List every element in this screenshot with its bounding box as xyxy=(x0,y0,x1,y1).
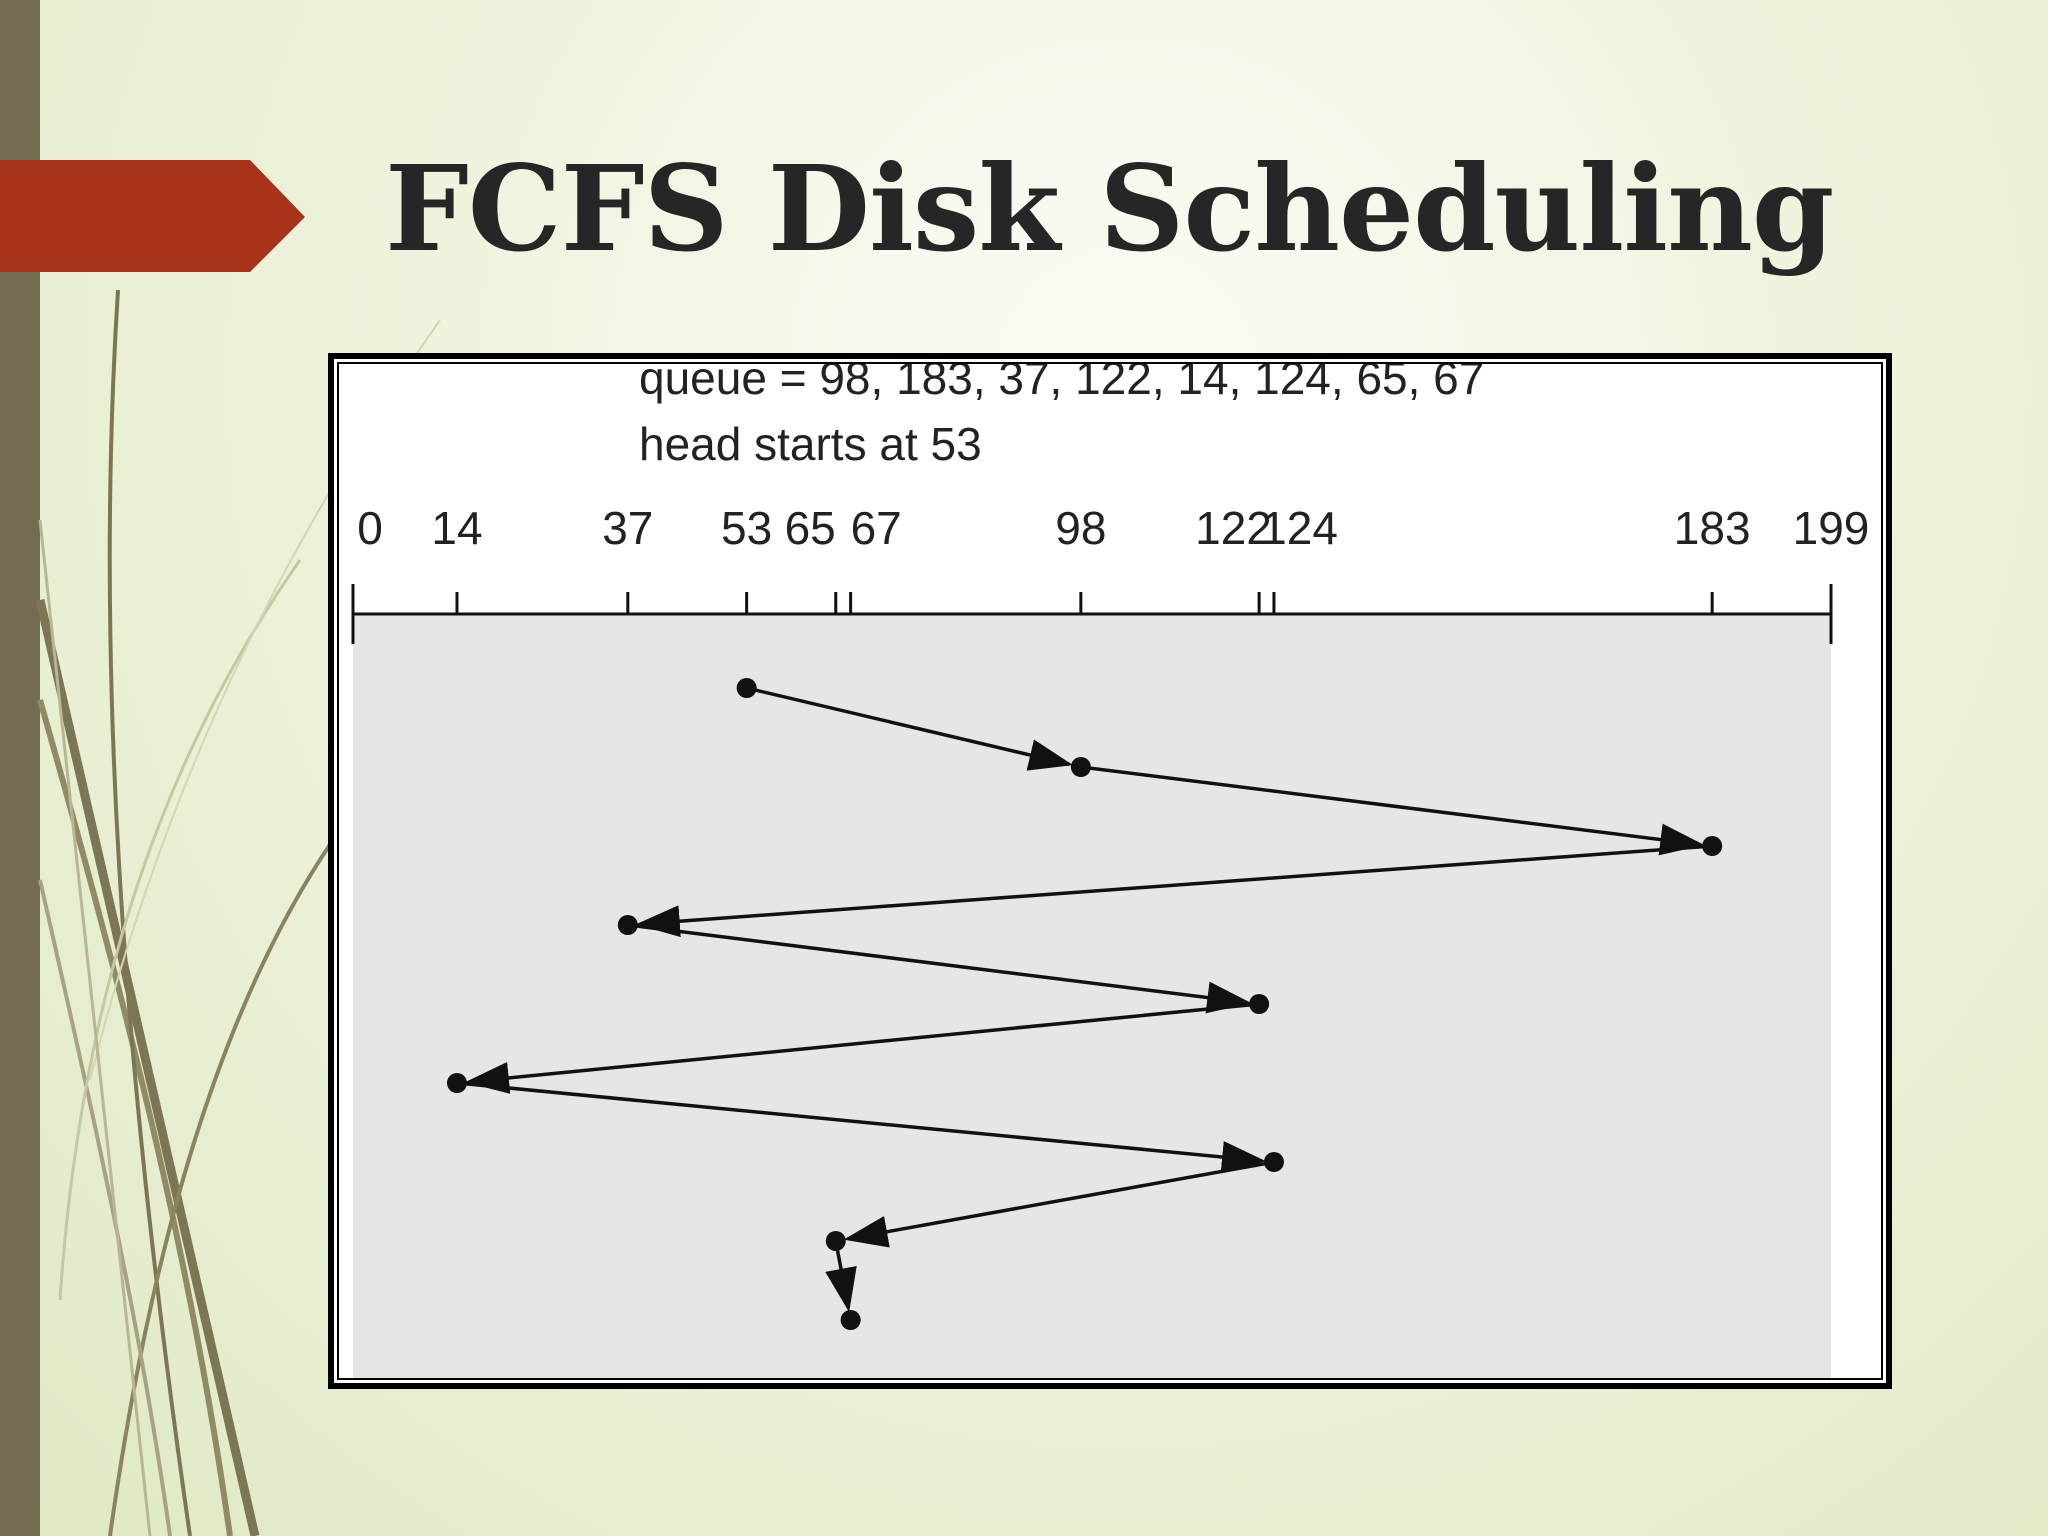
seek-segment xyxy=(627,923,1252,1014)
seek-segment xyxy=(456,1081,1267,1173)
seek-point xyxy=(1070,757,1091,777)
seek-points xyxy=(446,678,1723,1330)
x-tick-label: 199 xyxy=(1793,502,1870,554)
x-tick-label: 14 xyxy=(431,502,482,554)
seek-segment xyxy=(843,1160,1275,1248)
head-start-annotation: head starts at 53 xyxy=(639,418,982,470)
fcfs-chart: queue = 98, 183, 37, 122, 14, 124, 65, 6… xyxy=(351,364,1870,1378)
seek-path xyxy=(456,686,1713,1313)
x-tick-label: 124 xyxy=(1261,502,1338,554)
seek-point xyxy=(617,915,638,935)
seek-point xyxy=(825,1231,846,1251)
x-tick-label: 122 xyxy=(1195,502,1272,554)
seek-point xyxy=(1263,1152,1284,1172)
seek-segment xyxy=(1080,765,1705,856)
seek-point xyxy=(840,1310,861,1330)
title-accent-arrow xyxy=(0,160,305,272)
queue-annotation: queue = 98, 183, 37, 122, 14, 124, 65, 6… xyxy=(639,364,1484,404)
figure-frame: queue = 98, 183, 37, 122, 14, 124, 65, 6… xyxy=(328,353,1892,1389)
x-tick-label: 53 xyxy=(721,502,772,554)
seek-segment xyxy=(635,844,1713,938)
seek-segment xyxy=(464,1002,1260,1094)
seek-point xyxy=(1702,836,1723,856)
seek-point xyxy=(736,678,757,698)
seek-segment xyxy=(825,1240,857,1313)
x-tick-label: 98 xyxy=(1055,502,1106,554)
x-tick-label: 65 xyxy=(785,502,836,554)
x-tick-label: 183 xyxy=(1674,502,1751,554)
x-tick-label: 37 xyxy=(602,502,653,554)
seek-point xyxy=(446,1073,467,1093)
x-tick-label: 0 xyxy=(357,502,383,554)
plot-area xyxy=(353,614,1831,1378)
x-tick-label: 67 xyxy=(851,502,902,554)
figure-inner-border: queue = 98, 183, 37, 122, 14, 124, 65, 6… xyxy=(337,362,1883,1380)
seek-segment xyxy=(746,686,1074,771)
grass-strokes xyxy=(35,289,441,1536)
seek-point xyxy=(1249,994,1270,1014)
slide-title: FCFS Disk Scheduling xyxy=(385,139,1834,278)
